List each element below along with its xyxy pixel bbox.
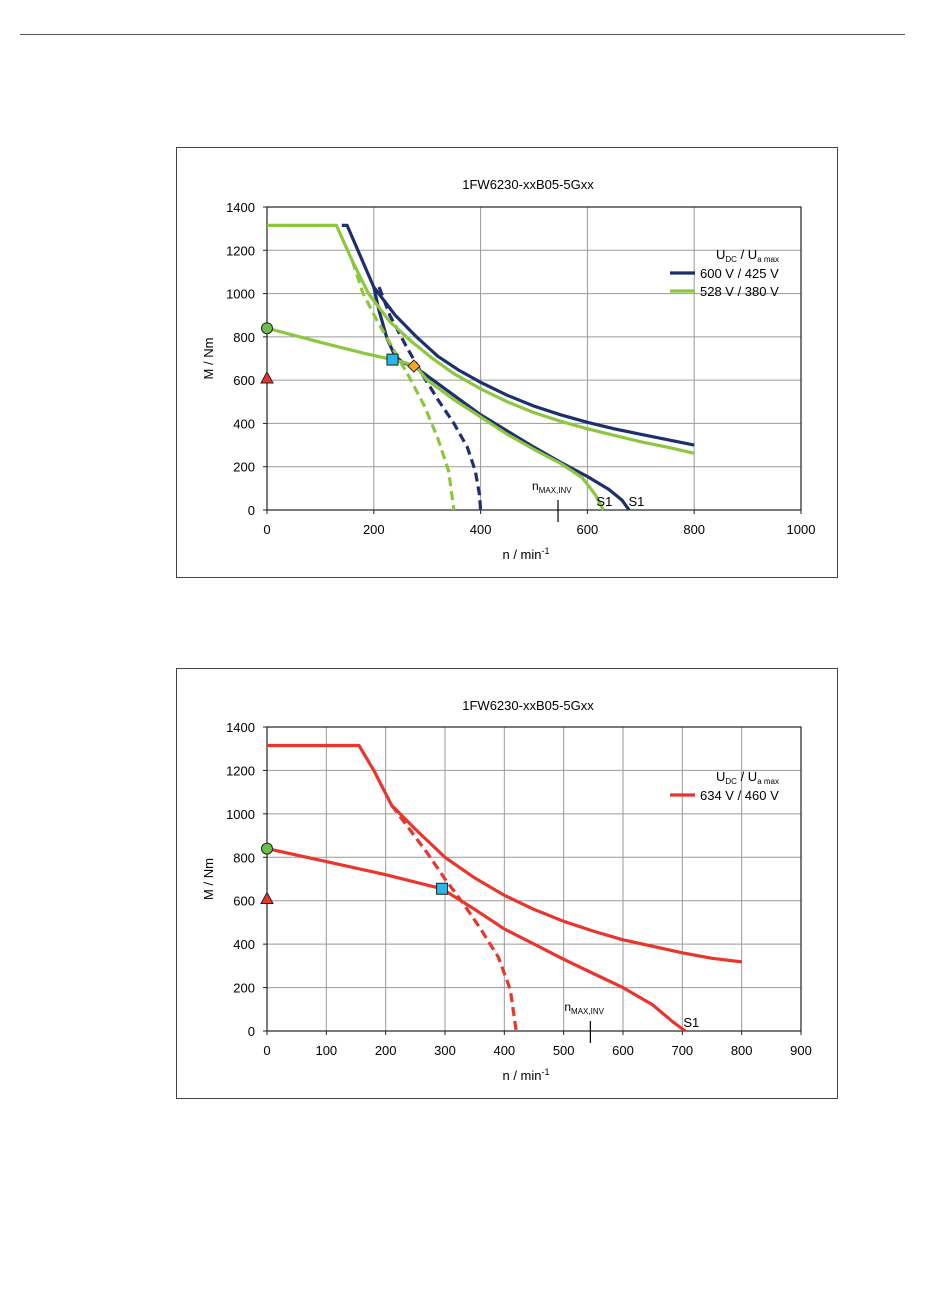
x-tick-label: 200 bbox=[375, 1043, 397, 1058]
y-axis-label: M / Nm bbox=[201, 858, 216, 900]
chart-2-canvas: 1FW6230-xxB05-5Gxx 0 100 200 300 400 500 600 700… bbox=[201, 698, 812, 1083]
y-tick-label: 1400 bbox=[226, 200, 255, 215]
x-tick-label: 500 bbox=[553, 1043, 575, 1058]
nmax-inv-label: nMAX,INV bbox=[564, 1000, 604, 1016]
y-tick-label: 0 bbox=[248, 503, 255, 518]
x-axis-label-exponent: -1 bbox=[542, 1067, 550, 1077]
legend-header-amax: a max bbox=[757, 777, 779, 786]
marker-square bbox=[386, 353, 399, 366]
series-curve bbox=[266, 847, 687, 1033]
x-axis-label: n / min-1 bbox=[502, 546, 549, 562]
torque-speed-chart-2: 1FW6230-xxB05-5Gxx 0 100 200 300 400 500 600 700… bbox=[176, 668, 838, 1099]
legend-header: UDC / Ua max bbox=[716, 247, 779, 264]
marker-square bbox=[436, 882, 449, 895]
y-tick-label: 200 bbox=[233, 460, 255, 475]
x-tick-label: 300 bbox=[434, 1043, 456, 1058]
legend-header-amax: a max bbox=[757, 255, 779, 264]
x-tick-label: 800 bbox=[731, 1043, 753, 1058]
y-axis-label: M / Nm bbox=[201, 338, 216, 380]
series-curve bbox=[372, 286, 631, 511]
legend-header-dc: DC bbox=[725, 777, 737, 786]
y-tick-label: 1000 bbox=[226, 287, 255, 302]
x-tick-label: 0 bbox=[263, 1043, 270, 1058]
x-tick-label: 600 bbox=[577, 522, 599, 537]
y-tick-label: 600 bbox=[233, 373, 255, 388]
series-curve-dashed bbox=[390, 804, 518, 1032]
annotation-s1: S1 bbox=[596, 494, 612, 509]
marker-circle bbox=[261, 322, 273, 335]
x-tick-label: 200 bbox=[363, 522, 385, 537]
x-tick-label: 900 bbox=[790, 1043, 812, 1058]
series-curve bbox=[266, 326, 605, 511]
marker-circle bbox=[261, 842, 273, 855]
series-curve bbox=[267, 223, 695, 455]
nmax-inv-label-subscript: MAX,INV bbox=[571, 1007, 605, 1016]
y-tick-label: 0 bbox=[248, 1024, 255, 1039]
series-curve-dashed bbox=[350, 260, 456, 511]
x-tick-label: 400 bbox=[493, 1043, 515, 1058]
series-curve bbox=[341, 223, 695, 447]
marker-triangle bbox=[260, 370, 274, 384]
x-tick-label: 400 bbox=[470, 522, 492, 537]
series-curve bbox=[267, 743, 742, 964]
y-tick-label: 1400 bbox=[226, 720, 255, 735]
torque-speed-chart-1: 1FW6230-xxB05-5Gxx 0 200 400 600 800 1000 0 200 4… bbox=[176, 147, 838, 578]
x-tick-label: 800 bbox=[683, 522, 705, 537]
legend-header-dc: DC bbox=[725, 255, 737, 264]
plot-area-border bbox=[266, 206, 802, 511]
chart-1-canvas: 1FW6230-xxB05-5Gxx 0 200 400 600 800 1000 0 200 4… bbox=[201, 177, 816, 562]
legend-entry-label: 634 V / 460 V bbox=[700, 788, 779, 803]
x-tick-label: 0 bbox=[263, 522, 270, 537]
annotation-s1: S1 bbox=[683, 1015, 699, 1030]
x-tick-label: 1000 bbox=[787, 522, 816, 537]
marker-triangle bbox=[260, 891, 274, 905]
x-axis-label: n / min-1 bbox=[502, 1067, 549, 1083]
marker-diamond bbox=[407, 359, 421, 373]
y-tick-label: 200 bbox=[233, 981, 255, 996]
y-tick-label: 800 bbox=[233, 850, 255, 865]
x-tick-label: 600 bbox=[612, 1043, 634, 1058]
legend-entry-label: 528 V / 380 V bbox=[700, 284, 779, 299]
legend-entry-label: 600 V / 425 V bbox=[700, 266, 779, 281]
page-header-rule bbox=[20, 34, 905, 35]
chart-title: 1FW6230-xxB05-5Gxx bbox=[462, 177, 594, 192]
y-tick-label: 1200 bbox=[226, 763, 255, 778]
plot-area-border bbox=[266, 726, 802, 1032]
x-axis-label-exponent: -1 bbox=[542, 546, 550, 556]
legend-header-u: / U bbox=[737, 247, 757, 262]
nmax-inv-label: nMAX,INV bbox=[532, 479, 572, 495]
x-tick-label: 700 bbox=[671, 1043, 693, 1058]
y-tick-label: 800 bbox=[233, 330, 255, 345]
y-tick-label: 1200 bbox=[226, 243, 255, 258]
y-tick-label: 400 bbox=[233, 937, 255, 952]
legend-header-u: / U bbox=[737, 769, 757, 784]
y-tick-label: 400 bbox=[233, 416, 255, 431]
y-tick-label: 1000 bbox=[226, 807, 255, 822]
y-tick-label: 600 bbox=[233, 894, 255, 909]
series-curve-dashed bbox=[377, 286, 483, 511]
legend-header: UDC / Ua max bbox=[716, 769, 779, 786]
nmax-inv-label-subscript: MAX,INV bbox=[539, 486, 573, 495]
x-tick-label: 100 bbox=[315, 1043, 337, 1058]
chart-title: 1FW6230-xxB05-5Gxx bbox=[462, 698, 594, 713]
annotation-s1: S1 bbox=[628, 494, 644, 509]
